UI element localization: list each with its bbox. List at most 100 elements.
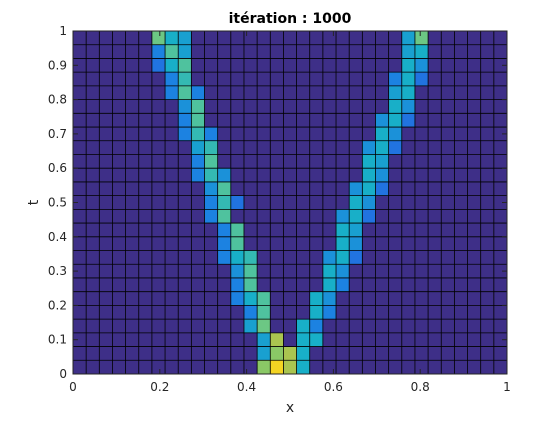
heatmap-cell bbox=[336, 181, 350, 196]
heatmap-cell bbox=[86, 58, 100, 73]
heatmap-cell bbox=[283, 181, 297, 196]
heatmap-cell bbox=[112, 168, 126, 182]
heatmap-cell bbox=[467, 209, 481, 224]
heatmap-cell bbox=[125, 85, 139, 100]
heatmap-cell bbox=[178, 305, 192, 320]
heatmap-cell bbox=[191, 31, 205, 45]
heatmap-cell bbox=[86, 209, 100, 224]
heatmap-cell bbox=[99, 58, 113, 73]
heatmap-cell bbox=[493, 332, 507, 347]
y-tick-label: 0.9 bbox=[48, 58, 67, 72]
heatmap-cell bbox=[217, 291, 231, 306]
heatmap-cell bbox=[243, 85, 258, 100]
heatmap-cell bbox=[165, 209, 179, 224]
heatmap-cell bbox=[217, 168, 231, 182]
heatmap-cell bbox=[309, 58, 323, 73]
heatmap-cell bbox=[428, 250, 442, 265]
heatmap-cell bbox=[217, 209, 231, 224]
heatmap-cell bbox=[217, 127, 231, 141]
heatmap-cell bbox=[204, 154, 218, 169]
heatmap-cell bbox=[296, 291, 310, 306]
heatmap-cell bbox=[151, 113, 166, 128]
heatmap-cell bbox=[441, 264, 455, 278]
heatmap-cell bbox=[388, 346, 402, 361]
heatmap-cell bbox=[480, 250, 494, 265]
heatmap-cell bbox=[480, 195, 494, 210]
heatmap-cell bbox=[86, 319, 100, 333]
heatmap-cell bbox=[204, 291, 218, 306]
heatmap-cell bbox=[296, 223, 310, 237]
heatmap-cell bbox=[73, 223, 87, 237]
heatmap-cell bbox=[336, 31, 350, 45]
heatmap-cell bbox=[375, 236, 389, 251]
heatmap-cell bbox=[125, 360, 139, 374]
heatmap-cell bbox=[112, 264, 126, 278]
x-tick-label: 0.2 bbox=[150, 380, 169, 394]
heatmap-cell bbox=[454, 264, 468, 278]
heatmap-cell bbox=[362, 250, 376, 265]
heatmap-cell bbox=[493, 85, 507, 100]
heatmap-cell bbox=[112, 113, 126, 128]
heatmap-cell bbox=[336, 332, 350, 347]
heatmap-cell bbox=[191, 209, 205, 224]
heatmap-cell bbox=[112, 250, 126, 265]
heatmap-cell bbox=[454, 305, 468, 320]
heatmap-cell bbox=[73, 44, 87, 59]
heatmap-cell bbox=[86, 223, 100, 237]
heatmap-cell bbox=[493, 209, 507, 224]
heatmap-cell bbox=[125, 140, 139, 155]
heatmap-cell bbox=[296, 99, 310, 114]
heatmap-cell bbox=[86, 140, 100, 155]
heatmap-cell bbox=[99, 209, 113, 224]
heatmap-cell bbox=[296, 250, 310, 265]
heatmap-cell bbox=[257, 223, 271, 237]
heatmap-cell bbox=[362, 209, 376, 224]
heatmap-cell bbox=[217, 319, 231, 333]
heatmap-cell bbox=[86, 195, 100, 210]
heatmap-cell bbox=[191, 250, 205, 265]
heatmap-cell bbox=[480, 154, 494, 169]
heatmap-cell bbox=[165, 85, 179, 100]
heatmap-cell bbox=[467, 44, 481, 59]
heatmap-cell bbox=[322, 58, 337, 73]
heatmap-cell bbox=[414, 154, 429, 169]
heatmap-cell bbox=[454, 346, 468, 361]
heatmap-cell bbox=[336, 44, 350, 59]
heatmap-cell bbox=[243, 250, 258, 265]
heatmap-cell bbox=[480, 236, 494, 251]
heatmap-cell bbox=[401, 72, 415, 86]
heatmap-cell bbox=[401, 113, 415, 128]
heatmap-cell bbox=[151, 223, 166, 237]
heatmap-cell bbox=[165, 127, 179, 141]
heatmap-cell bbox=[257, 99, 271, 114]
heatmap-cell bbox=[99, 127, 113, 141]
heatmap-cell bbox=[73, 181, 87, 196]
heatmap-cell bbox=[230, 168, 244, 182]
heatmap-cell bbox=[428, 31, 442, 45]
heatmap-cell bbox=[401, 154, 415, 169]
heatmap-cell bbox=[99, 291, 113, 306]
heatmap-cell bbox=[151, 154, 166, 169]
heatmap-cell bbox=[309, 31, 323, 45]
heatmap-cell bbox=[191, 236, 205, 251]
heatmap-cell bbox=[270, 305, 284, 320]
heatmap-cell bbox=[138, 127, 152, 141]
x-tick-label: 0.4 bbox=[237, 380, 256, 394]
heatmap-cell bbox=[493, 140, 507, 155]
heatmap-cell bbox=[309, 360, 323, 374]
heatmap-cell bbox=[454, 236, 468, 251]
heatmap-cell bbox=[375, 72, 389, 86]
heatmap-cell bbox=[480, 72, 494, 86]
heatmap-cell bbox=[73, 31, 87, 45]
heatmap-cell bbox=[151, 264, 166, 278]
heatmap-cell bbox=[388, 58, 402, 73]
heatmap-cell bbox=[270, 31, 284, 45]
heatmap-cell bbox=[428, 85, 442, 100]
heatmap-cell bbox=[204, 360, 218, 374]
heatmap-cell bbox=[138, 209, 152, 224]
heatmap-cell bbox=[454, 154, 468, 169]
heatmap-cell bbox=[362, 223, 376, 237]
heatmap-cell bbox=[230, 360, 244, 374]
heatmap-cell bbox=[191, 319, 205, 333]
heatmap-cell bbox=[125, 181, 139, 196]
